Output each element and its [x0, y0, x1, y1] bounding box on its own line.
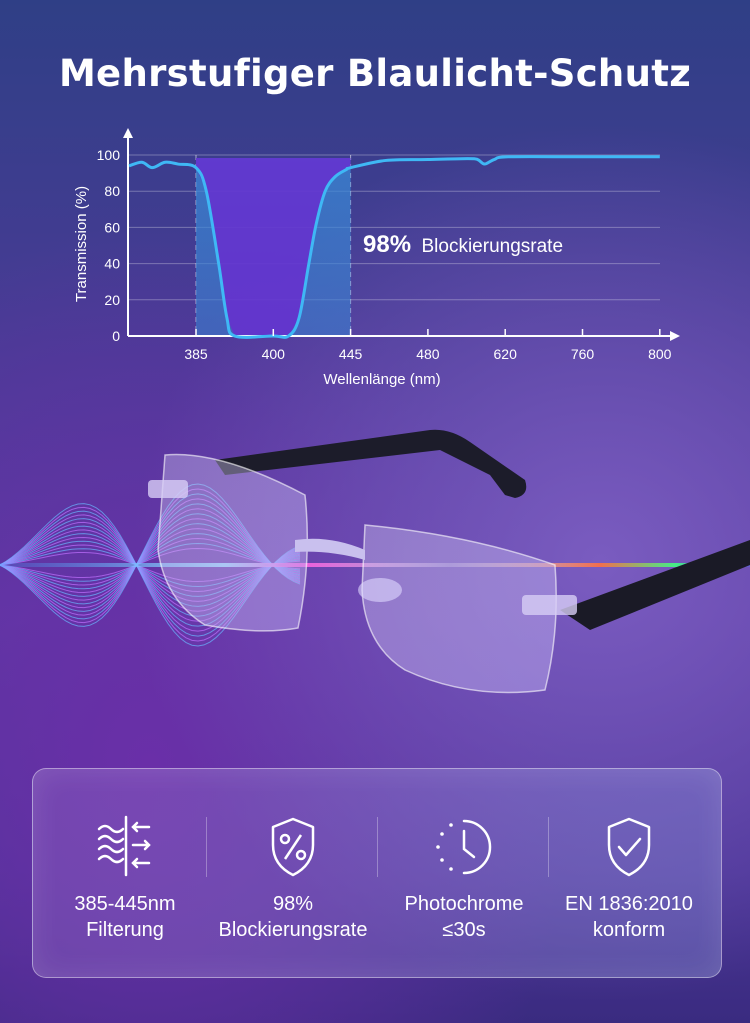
divider	[548, 817, 549, 877]
x-tick-label: 760	[571, 346, 595, 362]
temple-arm-front	[560, 540, 750, 630]
page-title: Mehrstufiger Blaulicht-Schutz	[58, 52, 692, 95]
wave-filter-icon	[97, 815, 151, 877]
right-lens	[361, 524, 557, 694]
feature-line1: EN 1836:2010	[565, 893, 693, 915]
divider	[377, 817, 378, 877]
feature-line2: Filterung	[86, 919, 164, 941]
x-tick-label: 400	[262, 346, 286, 362]
annotation-text: Blockierungsrate	[422, 236, 564, 257]
nose-pad	[358, 578, 402, 602]
product-illustration	[0, 429, 750, 694]
transmission-curve	[128, 155, 660, 339]
annotation: 98% Blockierungsrate	[363, 231, 563, 258]
y-tick-label: 100	[97, 147, 121, 163]
light-wave-graphic	[0, 483, 301, 647]
feature-certification: EN 1836:2010 konform	[543, 769, 715, 977]
annotation-value: 98%	[363, 231, 411, 258]
y-tick-label: 40	[104, 256, 120, 272]
x-axis-label: Wellenlänge (nm)	[323, 371, 440, 388]
feature-filter: 385-445nm Filterung	[39, 769, 211, 977]
left-lens	[157, 453, 309, 632]
transmission-chart: 0 20 40 60 80 100 385 400 445 480 620 760 800 Wellen…	[73, 128, 680, 388]
x-tick-label: 480	[416, 346, 440, 362]
temple-arm-back	[215, 429, 527, 498]
y-tick-label: 0	[112, 328, 120, 344]
y-axis-label: Transmission (%)	[73, 186, 90, 302]
shield-percent-icon	[271, 817, 315, 877]
x-axis-arrow	[670, 331, 680, 341]
blocked-region	[196, 158, 351, 336]
feature-photochrome: Photochrome ≤30s	[378, 769, 550, 977]
clock-icon	[436, 819, 492, 875]
hinge-left	[148, 480, 188, 498]
y-tick-label: 60	[104, 219, 120, 235]
divider	[206, 817, 207, 877]
y-axis-arrow	[123, 128, 133, 138]
feature-line2: konform	[592, 919, 666, 941]
feature-line2: ≤30s	[442, 919, 486, 941]
x-tick-label: 385	[184, 346, 208, 362]
hinge-right	[522, 595, 577, 615]
y-tick-label: 20	[104, 292, 120, 308]
feature-line2: Blockierungsrate	[218, 919, 368, 941]
y-tick-label: 80	[104, 183, 120, 199]
feature-blocking-rate: 98% Blockierungsrate	[207, 769, 379, 977]
shield-check-icon	[607, 817, 651, 877]
x-tick-label: 445	[339, 346, 363, 362]
x-tick-label: 620	[494, 346, 518, 362]
feature-line1: Photochrome	[404, 893, 524, 915]
feature-line1: 385-445nm	[74, 893, 176, 915]
x-tick-label: 800	[648, 346, 672, 362]
features-panel: 385-445nm Filterung 98% Blockierungsrate P…	[32, 768, 722, 978]
bridge	[295, 538, 365, 560]
feature-line1: 98%	[272, 893, 314, 915]
